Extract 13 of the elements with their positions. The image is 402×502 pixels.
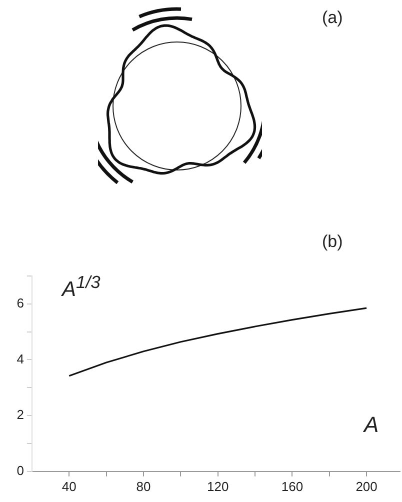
x-tick-label: 160 <box>281 478 304 494</box>
text: (a) <box>322 8 343 28</box>
y-tick-label: 2 <box>16 407 24 422</box>
x-tick-label: 80 <box>136 478 151 494</box>
x-tick-label: 40 <box>62 478 76 494</box>
x-axis-title: A <box>364 412 379 438</box>
y-tick-label: 0 <box>16 462 24 478</box>
y-tick-label: 4 <box>16 351 24 366</box>
x-tick-label: 200 <box>356 478 378 494</box>
x-tick-label: 120 <box>207 478 229 494</box>
text: (b) <box>322 232 343 252</box>
y-tick-label: 6 <box>16 295 24 310</box>
y-axis-title: A$^{1/3}$ <box>62 272 100 302</box>
